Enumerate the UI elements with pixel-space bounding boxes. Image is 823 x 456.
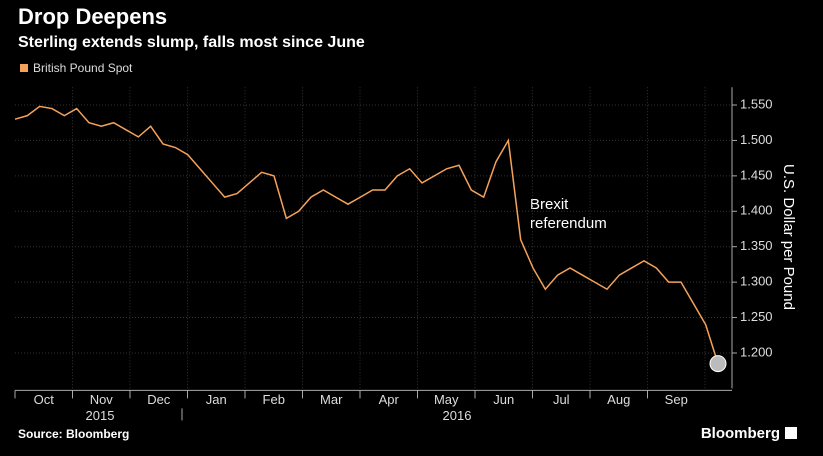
x-tick-label: Apr [379, 392, 400, 407]
annotation: Brexit [530, 196, 569, 213]
y-tick-label: 1.300 [740, 274, 773, 289]
brand: Bloomberg [701, 425, 780, 442]
x-tick-label: Feb [263, 392, 285, 407]
series-line [14, 105, 719, 364]
brand-icon [785, 427, 797, 439]
x-tick-label: Nov [90, 392, 114, 407]
annotation: referendum [530, 215, 607, 232]
x-tick-label: Jul [553, 392, 570, 407]
x-tick-label: Mar [320, 392, 343, 407]
x-tick-label: Jan [206, 392, 227, 407]
x-tick-label: Aug [607, 392, 630, 407]
y-tick-label: 1.400 [740, 203, 773, 218]
source: Source: Bloomberg [18, 427, 129, 441]
x-tick-label: Dec [147, 392, 171, 407]
x-tick-label: May [434, 392, 459, 407]
legend-label: British Pound Spot [33, 61, 133, 75]
end-marker [709, 355, 727, 373]
legend-swatch [20, 64, 28, 72]
y-tick-label: 1.500 [740, 132, 773, 147]
year-label: 2015 [86, 408, 115, 423]
x-tick-label: Sep [665, 392, 688, 407]
y-tick-label: 1.550 [740, 96, 773, 111]
y-tick-label: 1.250 [740, 309, 773, 324]
chart-title: Drop Deepens [18, 4, 167, 29]
x-tick-label: Jun [493, 392, 514, 407]
y-axis-label: U.S. Dollar per Pound [780, 164, 797, 310]
y-tick-label: 1.200 [740, 344, 773, 359]
y-tick-label: 1.350 [740, 238, 773, 253]
chart-subtitle: Sterling extends slump, falls most since… [18, 34, 365, 51]
x-tick-label: Oct [34, 392, 55, 407]
year-label: 2016 [443, 408, 472, 423]
y-tick-label: 1.450 [740, 167, 773, 182]
